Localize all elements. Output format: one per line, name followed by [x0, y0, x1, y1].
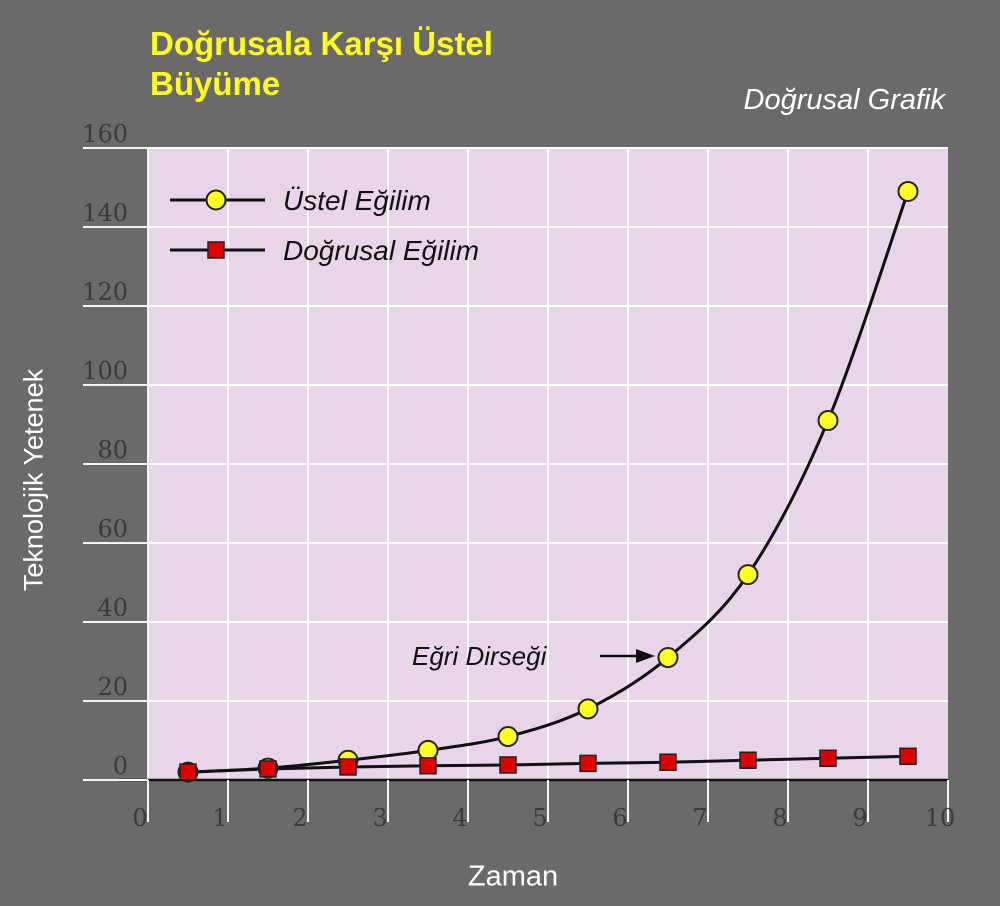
lin-data-point	[179, 763, 197, 781]
legend-marker-square	[207, 241, 225, 259]
chart-subtitle: Doğrusal Grafik	[743, 84, 945, 116]
lin-data-point	[579, 754, 597, 773]
y-tick-label: 160	[82, 120, 128, 148]
grid-lines	[148, 147, 948, 780]
exp-data-point	[497, 726, 519, 748]
y-tick-label: 100	[82, 357, 128, 385]
x-tick-label: 4	[452, 804, 467, 832]
y-tick-label: 60	[97, 515, 128, 543]
lin-data-point	[659, 753, 677, 771]
x-tick-label: 5	[532, 804, 547, 832]
lin-data-point	[339, 758, 357, 776]
annotation-arrow-head	[636, 649, 655, 663]
y-tick-label: 20	[97, 673, 128, 701]
lin-series-line	[187, 754, 909, 774]
x-tick-label: 1	[212, 804, 227, 832]
lin-data-point	[819, 749, 837, 768]
legend-label: Doğrusal Eğilim	[283, 235, 479, 266]
x-tick-label: 6	[612, 804, 627, 832]
chart-title-line-2: Büyüme	[150, 65, 281, 102]
x-axis-label: Zaman	[467, 860, 559, 893]
lin-data-point	[899, 747, 917, 766]
x-tick-label: 0	[132, 804, 147, 832]
y-tick-label: 80	[97, 436, 128, 464]
x-tick-label: 9	[852, 804, 867, 832]
y-tick-label: 40	[97, 594, 128, 622]
legend: Üstel Eğilim Doğrusal Eğilim	[170, 185, 479, 266]
exp-data-point	[817, 410, 839, 432]
exp-data-point	[657, 647, 679, 669]
legend-label: Üstel Eğilim	[283, 185, 431, 216]
legend-marker-circle	[205, 189, 227, 211]
annotation-label: Eğri Dirseği	[412, 641, 548, 671]
y-tick-label: 0	[113, 752, 128, 780]
annotations: Eğri Dirseği	[412, 641, 655, 671]
tick-labels: 0 20 40 60 80 100 120 140 160 0 1 2 3 4 5 6 7 8 9 10	[82, 120, 955, 832]
x-tick-label: 10	[925, 804, 956, 832]
x-tick-label: 3	[372, 804, 387, 832]
y-tick-label: 140	[82, 199, 128, 227]
x-tick-label: 8	[772, 804, 787, 832]
y-tick-label: 120	[82, 278, 128, 306]
chart-title-line-1: Doğrusala Karşı Üstel	[150, 25, 493, 62]
lin-data-point	[419, 757, 437, 775]
exp-data-point	[737, 564, 759, 586]
series-group	[177, 180, 919, 783]
axes	[83, 147, 949, 822]
chart-title: Doğrusala Karşı Üstel Büyüme	[150, 24, 493, 104]
lin-data-point	[499, 756, 517, 774]
exp-data-point	[417, 739, 439, 761]
x-tick-label: 7	[692, 804, 707, 832]
lin-data-point	[259, 760, 277, 778]
lin-data-point	[739, 751, 757, 769]
x-tick-label: 2	[292, 804, 307, 832]
exp-data-point	[577, 698, 599, 720]
exp-data-point	[897, 180, 919, 202]
